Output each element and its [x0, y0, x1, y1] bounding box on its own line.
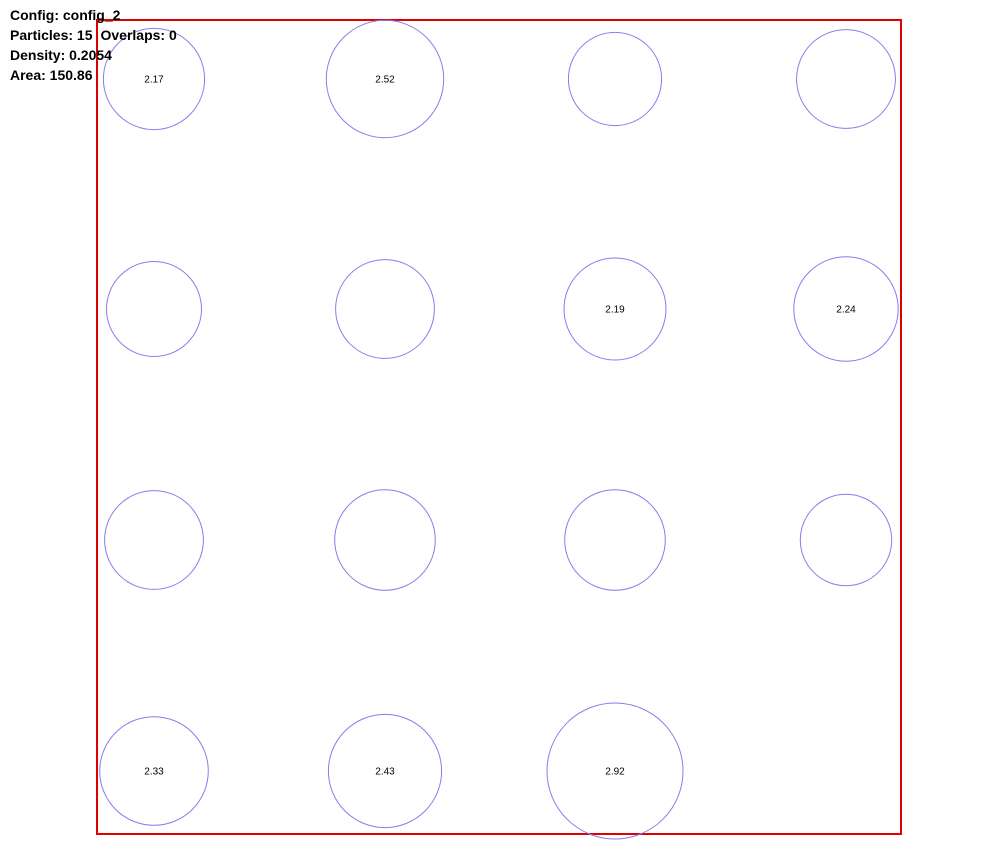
particle-radius-label: 2.43	[375, 767, 395, 778]
particle-circle	[104, 490, 204, 590]
particles-layer: 2.17 2.52 2.19 2.24 2.33 2.43 2.92	[99, 19, 899, 840]
density-label: Density: 0.2054	[10, 47, 112, 63]
particle-circle	[334, 489, 436, 591]
particle-radius-label: 2.17	[144, 75, 164, 86]
particle-radius-label: 2.33	[144, 767, 164, 778]
particle-circle	[99, 716, 209, 826]
particle-radius-label: 2.92	[605, 767, 625, 778]
particle-circle	[546, 702, 684, 840]
overlaps-count-label: Overlaps: 0	[100, 27, 177, 43]
info-panel: Config: config_2 Particles: 15 Overlaps: …	[10, 5, 177, 85]
particle-circle	[567, 31, 663, 127]
particle-circle	[102, 27, 206, 131]
config-label: Config: config_2	[10, 7, 121, 23]
particle-circle	[799, 493, 893, 587]
particle-radius-label: 2.24	[836, 305, 856, 316]
particle-radius-label: 2.19	[605, 305, 625, 316]
area-label: Area: 150.86	[10, 67, 93, 83]
particle-circle	[325, 19, 445, 139]
particle-circle	[335, 259, 435, 359]
particle-circle	[327, 713, 443, 829]
particle-circle	[793, 256, 899, 362]
particles-count-label: Particles: 15	[10, 27, 93, 43]
particle-circle	[564, 489, 666, 591]
particle-circle	[106, 261, 202, 357]
particle-circle	[563, 257, 667, 361]
particle-circle	[796, 29, 896, 129]
container-box	[96, 19, 902, 835]
particle-radius-label: 2.52	[375, 75, 395, 86]
